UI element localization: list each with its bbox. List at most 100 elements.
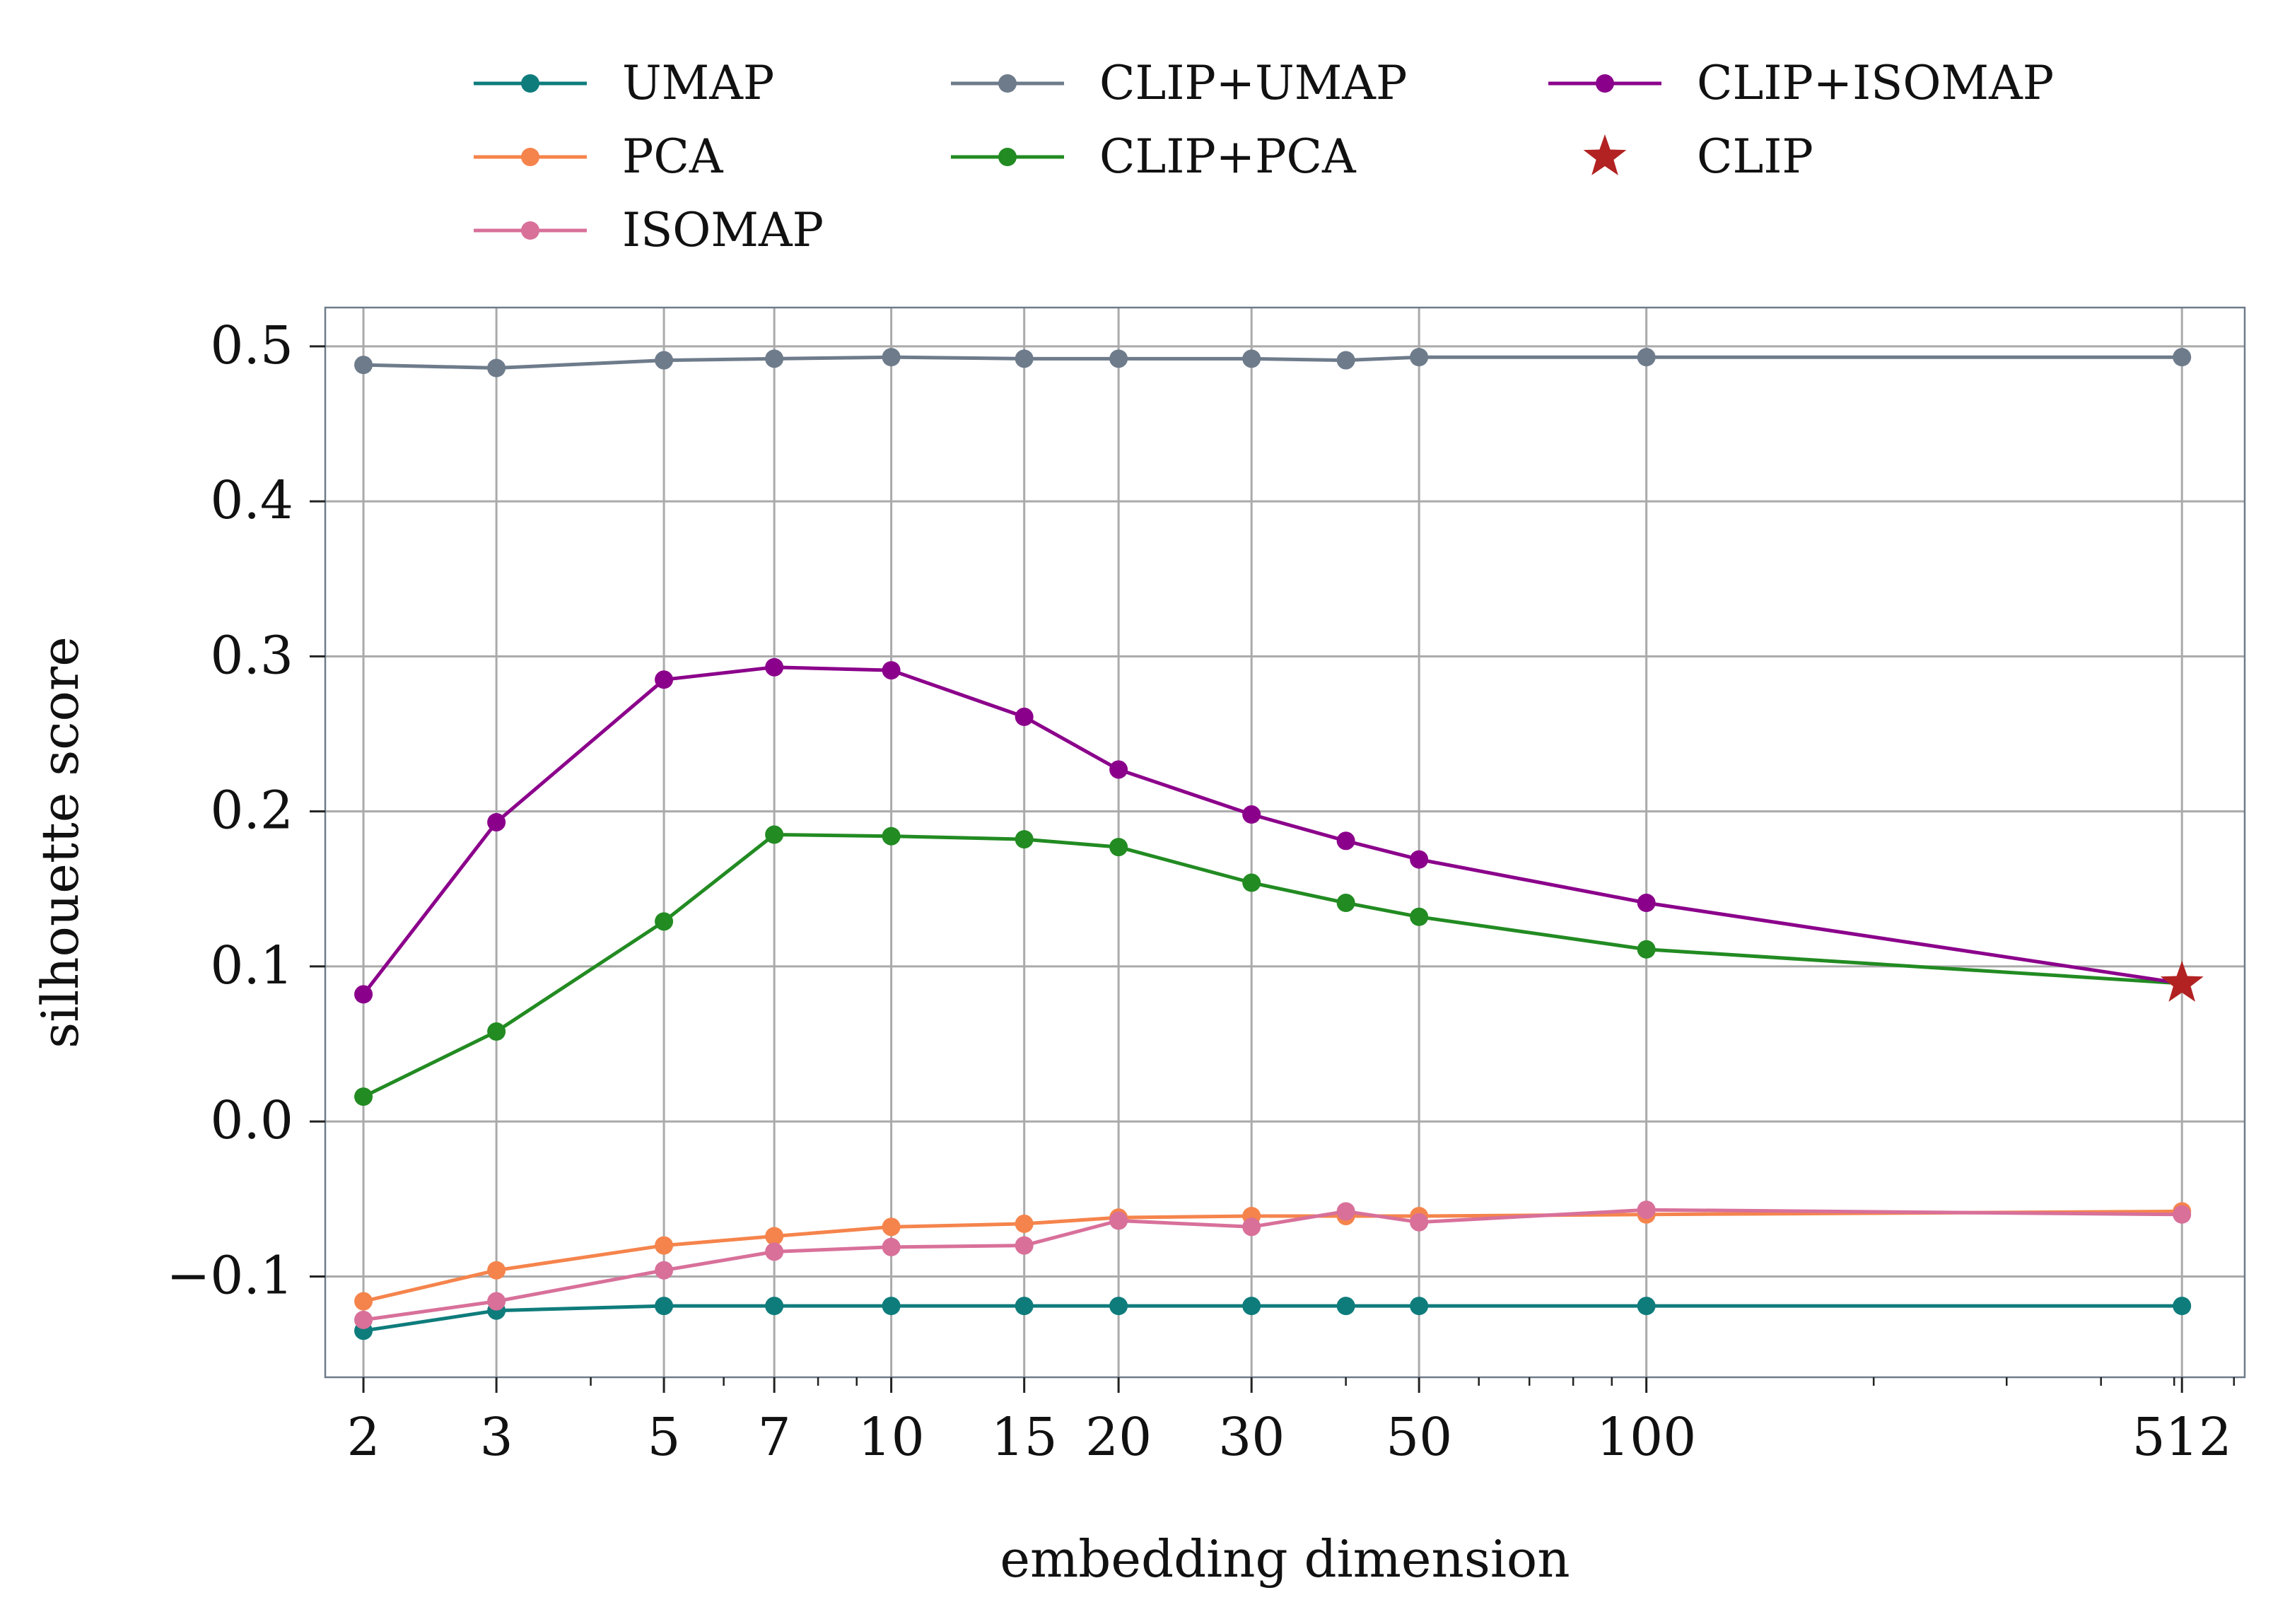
- legend-label: CLIP+ISOMAP: [1697, 56, 2054, 110]
- point-clip-umap: [882, 348, 901, 367]
- x-tick-label: 512: [2132, 1407, 2232, 1468]
- legend-item-clip-umap: CLIP+UMAP: [951, 56, 1407, 110]
- point-clip-isomap: [882, 661, 901, 680]
- point-pca: [354, 1292, 373, 1311]
- point-clip-umap: [2173, 348, 2192, 367]
- point-pca: [655, 1236, 674, 1255]
- point-clip-umap: [1336, 351, 1355, 370]
- series-line-isomap: [363, 1208, 2183, 1322]
- point-clip-isomap: [655, 670, 674, 689]
- legend-label: ISOMAP: [622, 203, 824, 257]
- x-tick-label: 10: [858, 1407, 925, 1468]
- legend-swatch-marker: [521, 74, 539, 93]
- point-clip-isomap: [1242, 805, 1261, 824]
- legend-item-isomap: ISOMAP: [474, 203, 824, 257]
- legend-label: CLIP+PCA: [1099, 129, 1357, 184]
- point-clip-pca: [882, 826, 901, 846]
- point-clip-pca: [1242, 873, 1261, 892]
- point-clip-pca: [1637, 940, 1656, 959]
- point-clip-isomap: [1109, 760, 1128, 779]
- legend-item-clip: CLIP: [1583, 129, 1813, 184]
- x-axis-label: embedding dimension: [1000, 1529, 1570, 1589]
- point-pca: [765, 1227, 784, 1246]
- point-umap: [882, 1297, 901, 1316]
- point-pca: [882, 1217, 901, 1237]
- point-clip-umap: [765, 349, 784, 368]
- y-tick-label: −0.1: [166, 1245, 293, 1306]
- point-clip-umap: [487, 358, 506, 378]
- legend-swatch-marker: [998, 148, 1017, 166]
- point-clip-isomap: [765, 658, 784, 677]
- point-clip-pca: [487, 1022, 506, 1041]
- point-clip-umap: [1410, 348, 1429, 367]
- legend-swatch-marker: [521, 221, 539, 240]
- point-clip-pca: [765, 825, 784, 844]
- x-tick-label: 15: [991, 1407, 1058, 1468]
- point-clip-isomap: [354, 985, 373, 1004]
- point-isomap: [1336, 1202, 1355, 1221]
- point-isomap: [1015, 1236, 1034, 1255]
- legend-label: UMAP: [622, 56, 774, 110]
- x-minor-ticks: [590, 1377, 2236, 1386]
- point-umap: [1242, 1297, 1261, 1316]
- point-pca: [1015, 1214, 1034, 1233]
- point-clip-umap: [354, 356, 373, 375]
- plot-area-frame: [324, 306, 2246, 1379]
- x-tick-label: 7: [758, 1407, 791, 1468]
- point-clip-isomap: [1015, 707, 1034, 726]
- series-line-pca: [363, 1209, 2183, 1304]
- clip-star-marker: [2160, 961, 2204, 1002]
- clip-reference: [2160, 961, 2204, 1002]
- x-tick-label: 50: [1386, 1407, 1452, 1468]
- point-clip-pca: [1109, 838, 1128, 857]
- y-tick-label: 0.2: [210, 781, 293, 841]
- point-clip-isomap: [1410, 850, 1429, 869]
- y-tick-label: 0.3: [210, 625, 293, 686]
- series-line-clip-isomap: [362, 665, 2183, 995]
- point-isomap: [1242, 1217, 1261, 1237]
- point-umap: [1637, 1297, 1656, 1316]
- point-clip-umap: [1242, 349, 1261, 368]
- series-line-umap: [363, 1304, 2183, 1333]
- point-isomap: [765, 1242, 784, 1261]
- legend-swatch-marker: [521, 148, 539, 166]
- legend-swatch-marker: [1596, 74, 1614, 93]
- point-clip-umap: [655, 351, 674, 370]
- legend: UMAP PCA ISOMAP CLIP+UMAP CLIP+PCA CLIP+ISOMA…: [474, 56, 2054, 257]
- x-tick-label: 100: [1596, 1407, 1696, 1468]
- legend-label: PCA: [622, 129, 724, 184]
- point-isomap: [1410, 1213, 1429, 1232]
- series-line-clip-umap: [363, 355, 2183, 370]
- point-umap: [655, 1297, 674, 1316]
- point-umap: [1336, 1297, 1355, 1316]
- point-isomap: [2173, 1205, 2192, 1224]
- point-clip-pca: [1410, 907, 1429, 926]
- point-clip-isomap: [487, 812, 506, 831]
- legend-item-clip-pca: CLIP+PCA: [951, 129, 1357, 184]
- legend-swatch-star: [1583, 134, 1627, 175]
- legend-label: CLIP: [1697, 129, 1813, 184]
- point-clip-pca: [354, 1087, 373, 1106]
- point-umap: [765, 1297, 784, 1316]
- legend-label: CLIP+UMAP: [1099, 56, 1407, 110]
- point-umap: [1410, 1297, 1429, 1316]
- legend-item-clip-isomap: CLIP+ISOMAP: [1548, 56, 2054, 110]
- legend-item-umap: UMAP: [474, 56, 774, 110]
- point-clip-umap: [1637, 348, 1656, 367]
- y-axis-label: silhouette score: [30, 636, 90, 1048]
- point-pca: [487, 1261, 506, 1280]
- y-tick-label: 0.1: [210, 935, 293, 996]
- point-clip-isomap: [1336, 831, 1355, 851]
- point-umap: [1015, 1297, 1034, 1316]
- major-ticks: [310, 345, 2183, 1393]
- point-isomap: [882, 1237, 901, 1256]
- series-points: [354, 348, 2192, 1340]
- y-tick-label: 0.4: [210, 470, 293, 531]
- x-tick-label: 30: [1218, 1407, 1285, 1468]
- x-tick-label: 5: [648, 1407, 681, 1468]
- point-isomap: [487, 1292, 506, 1311]
- series-line-clip-pca: [363, 833, 2183, 1099]
- point-isomap: [1109, 1211, 1128, 1230]
- point-clip-pca: [1336, 894, 1355, 913]
